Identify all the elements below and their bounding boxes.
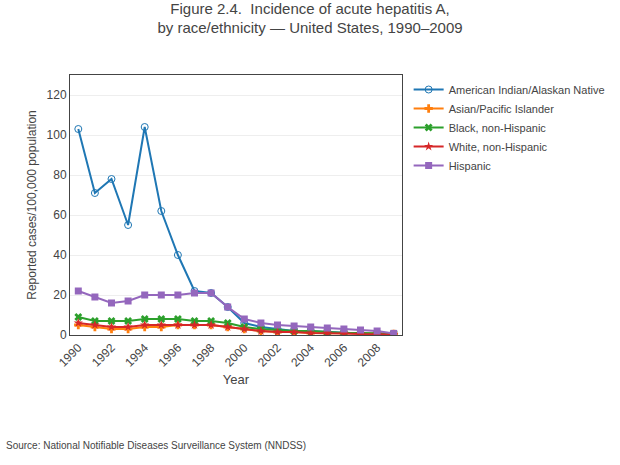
svg-text:1994: 1994: [122, 341, 151, 370]
svg-text:2002: 2002: [255, 341, 284, 370]
svg-text:White, non-Hispanic: White, non-Hispanic: [449, 141, 548, 153]
svg-text:2004: 2004: [288, 341, 317, 370]
svg-text:Year: Year: [223, 372, 250, 387]
svg-text:0: 0: [60, 328, 67, 342]
svg-text:1998: 1998: [189, 341, 218, 370]
svg-text:Reported cases/100,000 populat: Reported cases/100,000 population: [25, 110, 39, 299]
svg-text:2008: 2008: [355, 341, 384, 370]
svg-text:2006: 2006: [321, 341, 350, 370]
svg-text:Figure 2.4. Incidence of acut: Figure 2.4. Incidence of acute hepatitis…: [157, 0, 462, 36]
svg-text:60: 60: [53, 208, 67, 222]
svg-text:Asian/Pacific Islander: Asian/Pacific Islander: [449, 103, 554, 115]
svg-text:1996: 1996: [155, 341, 184, 370]
svg-text:20: 20: [53, 288, 67, 302]
svg-text:100: 100: [47, 128, 67, 142]
svg-text:1992: 1992: [89, 341, 118, 370]
svg-text:40: 40: [53, 248, 67, 262]
svg-text:2000: 2000: [222, 341, 251, 370]
svg-text:1990: 1990: [56, 341, 85, 370]
svg-text:120: 120: [47, 88, 67, 102]
svg-text:Black, non-Hispanic: Black, non-Hispanic: [449, 122, 547, 134]
svg-text:Hispanic: Hispanic: [449, 160, 492, 172]
svg-text:80: 80: [53, 168, 67, 182]
svg-text:American Indian/Alaskan Native: American Indian/Alaskan Native: [449, 84, 605, 96]
svg-text:Source: National Notifiable Di: Source: National Notifiable Diseases Sur…: [6, 440, 306, 451]
